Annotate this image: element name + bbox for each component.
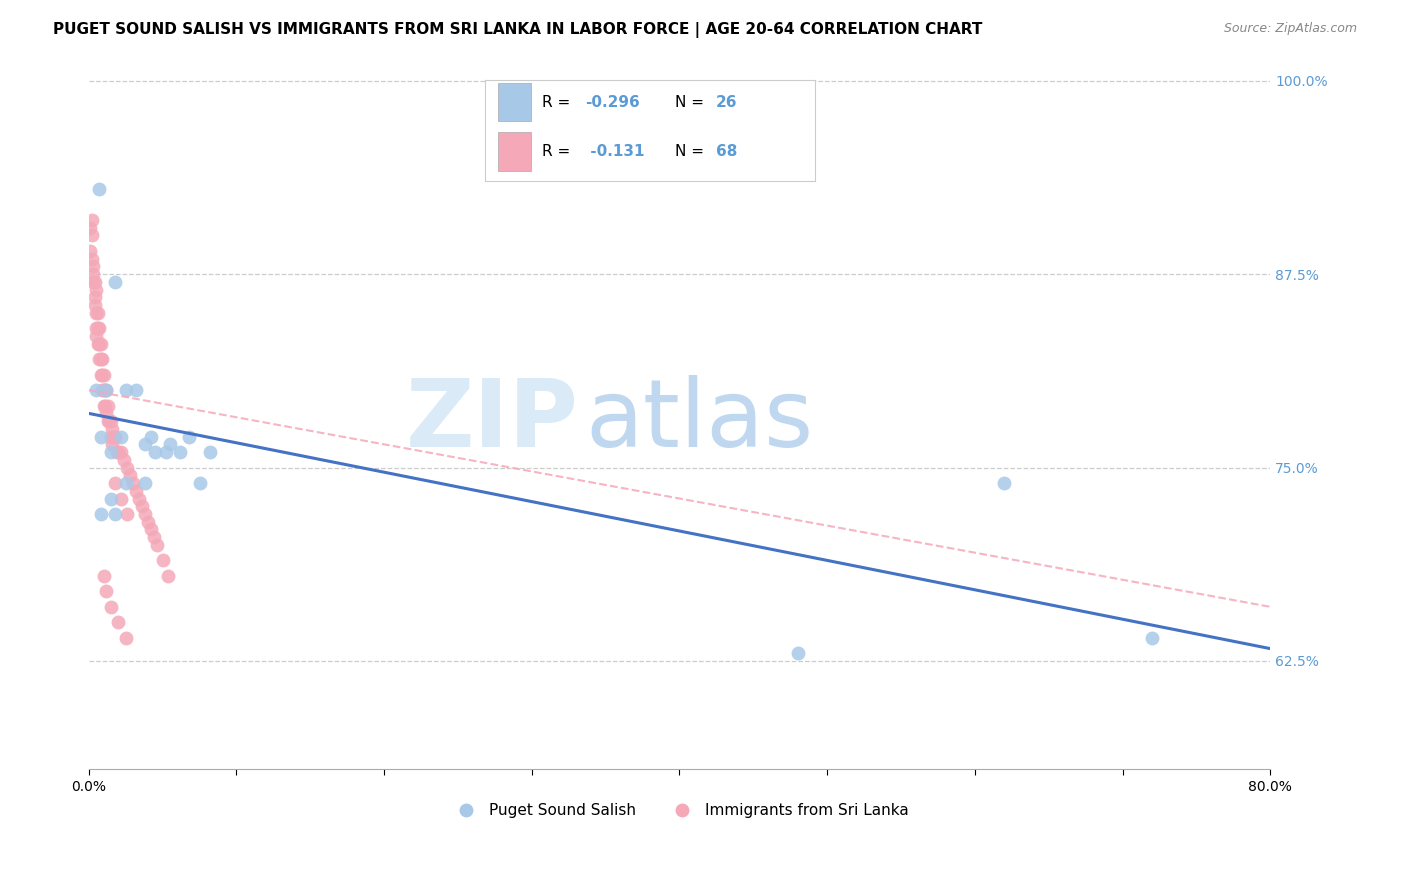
Point <box>80 228 103 243</box>
Point <box>87 352 110 367</box>
Point <box>83 298 105 312</box>
Point <box>96 383 118 397</box>
Point <box>84 383 107 397</box>
Point <box>145 538 167 552</box>
Point <box>136 515 159 529</box>
Point <box>112 453 135 467</box>
Point <box>100 491 122 506</box>
Point <box>82 260 104 274</box>
Point <box>134 437 156 451</box>
Point <box>90 429 112 443</box>
Point <box>115 507 138 521</box>
Point <box>93 569 115 583</box>
Point <box>188 476 211 491</box>
Point <box>82 267 104 281</box>
Point <box>90 507 112 521</box>
Point <box>84 283 107 297</box>
Point <box>100 414 122 428</box>
Point <box>86 306 108 320</box>
Point <box>104 429 127 443</box>
Point <box>87 336 110 351</box>
Point <box>107 445 129 459</box>
Point <box>993 476 1015 491</box>
Point <box>139 523 162 537</box>
Point <box>90 336 112 351</box>
Point <box>84 306 107 320</box>
Point <box>100 429 122 443</box>
Point <box>94 383 117 397</box>
Point <box>152 553 174 567</box>
Point <box>83 290 105 304</box>
Point <box>131 500 153 514</box>
Point <box>114 383 136 397</box>
Point <box>90 352 112 367</box>
Point <box>155 445 177 459</box>
Point <box>125 383 148 397</box>
Point <box>105 445 128 459</box>
Point <box>84 321 107 335</box>
Point <box>104 507 127 521</box>
Point <box>91 368 114 382</box>
Point <box>87 182 110 196</box>
Point <box>79 244 101 258</box>
Point <box>97 414 120 428</box>
Point <box>179 429 201 443</box>
Point <box>87 321 110 335</box>
Text: atlas: atlas <box>585 376 813 467</box>
Point <box>91 352 114 367</box>
Point <box>104 275 127 289</box>
Point <box>96 584 118 599</box>
Point <box>93 368 115 382</box>
Point <box>114 476 136 491</box>
Point <box>100 599 122 614</box>
Point <box>134 507 156 521</box>
Point <box>110 445 132 459</box>
Point <box>157 569 180 583</box>
Point <box>80 213 103 227</box>
Point <box>159 437 181 451</box>
Point <box>104 476 127 491</box>
Point <box>101 437 124 451</box>
Point <box>90 368 112 382</box>
Point <box>80 252 103 266</box>
Point <box>86 321 108 335</box>
Point <box>94 399 117 413</box>
Point <box>103 429 125 443</box>
Point <box>110 491 132 506</box>
Point <box>198 445 221 459</box>
Point <box>100 445 122 459</box>
Point <box>115 460 138 475</box>
Point <box>786 646 808 660</box>
Legend: Puget Sound Salish, Immigrants from Sri Lanka: Puget Sound Salish, Immigrants from Sri … <box>444 797 914 824</box>
Point <box>84 329 107 343</box>
Point <box>114 631 136 645</box>
Point <box>110 429 132 443</box>
Point <box>128 491 150 506</box>
Point <box>143 445 166 459</box>
Point <box>122 476 145 491</box>
Point <box>98 414 121 428</box>
Text: PUGET SOUND SALISH VS IMMIGRANTS FROM SRI LANKA IN LABOR FORCE | AGE 20-64 CORRE: PUGET SOUND SALISH VS IMMIGRANTS FROM SR… <box>53 22 983 38</box>
Point <box>91 383 114 397</box>
Point <box>97 399 120 413</box>
Point <box>125 483 148 498</box>
Point <box>134 476 156 491</box>
Point <box>139 429 162 443</box>
Point <box>79 220 101 235</box>
Text: Source: ZipAtlas.com: Source: ZipAtlas.com <box>1223 22 1357 36</box>
Text: ZIP: ZIP <box>406 376 579 467</box>
Point <box>82 275 104 289</box>
Point <box>93 383 115 397</box>
Point <box>93 399 115 413</box>
Point <box>120 468 142 483</box>
Point <box>83 275 105 289</box>
Point <box>169 445 191 459</box>
Point <box>101 422 124 436</box>
Point <box>1140 631 1163 645</box>
Point <box>107 615 129 630</box>
Point <box>86 336 108 351</box>
Point <box>96 406 118 420</box>
Point <box>96 383 118 397</box>
Point <box>142 530 165 544</box>
